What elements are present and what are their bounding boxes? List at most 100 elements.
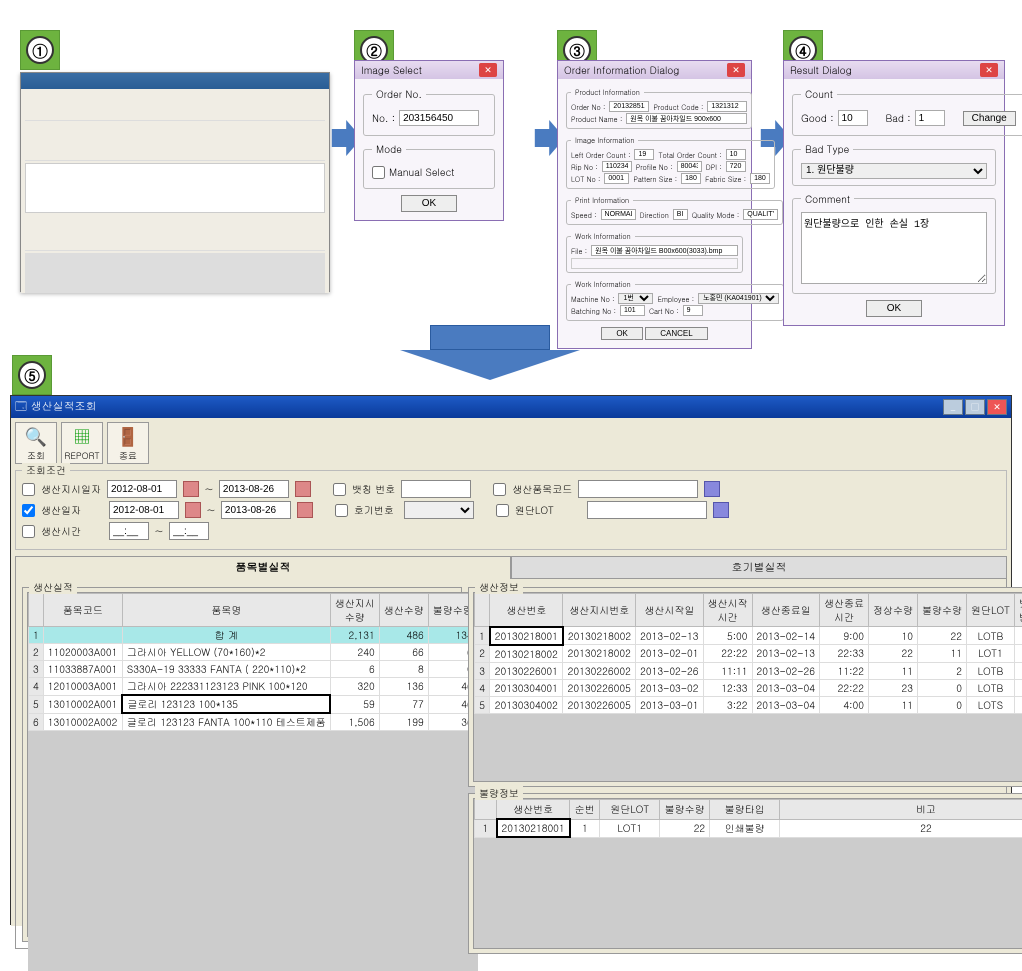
search-icon[interactable] <box>713 502 729 518</box>
grid-left[interactable]: 품목코드품목명생산지시수량생산수량불량수량1합 계2,1314861342110… <box>27 592 479 937</box>
i[interactable] <box>726 149 746 160</box>
order-no-legend: Order No. <box>372 87 426 101</box>
calendar-icon[interactable] <box>295 481 311 497</box>
i[interactable] <box>683 305 703 316</box>
l: 원단LOT <box>515 503 581 517</box>
item-code-input[interactable] <box>578 480 698 498</box>
panel-production-results: 생산실적 품목코드품목명생산지시수량생산수량불량수량1합 계2,13148613… <box>22 587 462 942</box>
bad-type-select[interactable]: 1. 원단불량 <box>801 163 987 179</box>
calendar-icon[interactable] <box>297 502 313 518</box>
image-info-legend: Image Information <box>571 135 638 145</box>
search-button[interactable]: 🔍조회 <box>15 422 57 464</box>
i[interactable] <box>743 209 778 220</box>
l: Batching No : <box>571 306 616 316</box>
bad-type-legend: Bad Type <box>801 142 853 156</box>
item-code-check[interactable] <box>493 483 506 496</box>
l: File : <box>571 246 587 256</box>
l: Left Order Count : <box>571 150 630 160</box>
grid-right1[interactable]: 생산번호생산지시번호생산시작일생산시작시간생산종료일생산종료시간정상수량불량수량… <box>473 592 1022 782</box>
close-button[interactable]: ✕ <box>987 399 1007 415</box>
order-no-input[interactable] <box>609 101 649 112</box>
panel-production-info: 생산정보 생산번호생산지시번호생산시작일생산시작시간생산종료일생산종료시간정상수… <box>468 587 1022 787</box>
comment-textarea[interactable]: 원단불량으로 인한 손실 1장 <box>801 212 987 284</box>
i[interactable] <box>604 173 629 184</box>
grid-right2[interactable]: 생산번호순번원단LOT불량수량불량타입비고1201302180011LOT122… <box>473 798 1022 949</box>
batch-no-input[interactable] <box>401 480 471 498</box>
l: 생산시간 <box>41 524 103 538</box>
good-label: Good : <box>801 111 834 125</box>
l: 생산지시일자 <box>41 482 101 496</box>
panel-defect-info: 불량정보 생산번호순번원단LOT불량수량불량타입비고1201302180011L… <box>468 793 1022 954</box>
ok-button[interactable]: OK <box>401 195 457 212</box>
i[interactable] <box>620 305 645 316</box>
prod-time-check[interactable] <box>22 525 35 538</box>
close-icon[interactable]: ✕ <box>980 63 998 77</box>
minimize-button[interactable]: _ <box>943 399 963 415</box>
manual-select-label: Manual Select <box>389 165 454 179</box>
machine-no-select[interactable] <box>404 501 474 519</box>
bad-label: Bad : <box>886 111 911 125</box>
change-button[interactable]: Change <box>963 111 1016 126</box>
order-no-input[interactable] <box>399 110 479 126</box>
ok-button[interactable]: OK <box>601 327 643 340</box>
employee-select[interactable]: 노홍민 (KA041901) <box>698 293 779 304</box>
exit-icon: 🚪 <box>117 424 139 449</box>
arrow-down <box>430 325 580 380</box>
product-name-input[interactable] <box>626 113 747 124</box>
date-input[interactable] <box>107 480 177 498</box>
l: Product Code : <box>653 102 703 112</box>
time-input[interactable] <box>109 522 149 540</box>
work-info-legend: Work Information <box>571 279 635 289</box>
tabs: 품목별실적 호기별실적 <box>15 556 1007 579</box>
l: Quality Mode : <box>692 210 739 220</box>
dialog-title: Result Dialog <box>790 63 852 77</box>
i[interactable] <box>726 161 746 172</box>
count-legend: Count <box>801 87 837 101</box>
l: Cart No : <box>649 306 679 316</box>
bad-input[interactable] <box>915 110 945 126</box>
l: 호기번호 <box>354 503 398 517</box>
maximize-button[interactable]: □ <box>965 399 985 415</box>
product-code-input[interactable] <box>707 101 747 112</box>
calendar-icon[interactable] <box>185 502 201 518</box>
close-icon[interactable]: ✕ <box>479 63 497 77</box>
fabric-lot-input[interactable] <box>587 501 707 519</box>
l: Rip No : <box>571 162 598 172</box>
search-icon[interactable] <box>704 481 720 497</box>
cancel-button[interactable]: CANCEL <box>645 327 707 340</box>
tab-by-machine[interactable]: 호기별실적 <box>511 556 1007 579</box>
dialog-order-info: Order Information Dialog✕ Product Inform… <box>557 60 752 349</box>
file-info-legend: Work Information <box>571 231 635 241</box>
date-input[interactable] <box>109 501 179 519</box>
time-input[interactable] <box>169 522 209 540</box>
machine-no-check[interactable] <box>335 504 348 517</box>
report-button[interactable]: ▦REPORT <box>61 422 103 464</box>
tab-by-item[interactable]: 품목별실적 <box>15 556 511 579</box>
batch-no-check[interactable] <box>333 483 346 496</box>
i[interactable] <box>677 161 702 172</box>
fabric-lot-check[interactable] <box>496 504 509 517</box>
ok-button[interactable]: OK <box>866 300 922 317</box>
search-conditions: 조회조건 생산지시일자 ~ 뱃칭 번호 생산품목코드 생산일자 ~ 호기번호 원… <box>15 470 1007 550</box>
close-app-button[interactable]: 🚪종료 <box>107 422 149 464</box>
i[interactable] <box>750 173 770 184</box>
prod-inst-date-check[interactable] <box>22 483 35 496</box>
machine-select[interactable]: 1번 <box>618 293 653 304</box>
i[interactable] <box>634 149 654 160</box>
good-input[interactable] <box>838 110 868 126</box>
manual-select-checkbox[interactable] <box>372 166 385 179</box>
date-input[interactable] <box>221 501 291 519</box>
i[interactable] <box>673 209 688 220</box>
i[interactable] <box>601 209 636 220</box>
i[interactable] <box>681 173 701 184</box>
dialog-title: Order Information Dialog <box>564 63 679 77</box>
prod-date-check[interactable] <box>22 504 35 517</box>
date-input[interactable] <box>219 480 289 498</box>
tilde: ~ <box>155 524 163 538</box>
close-icon[interactable]: ✕ <box>727 63 745 77</box>
mode-legend: Mode <box>372 142 406 156</box>
i[interactable] <box>602 161 632 172</box>
calendar-icon[interactable] <box>183 481 199 497</box>
l: Order No : <box>571 102 605 112</box>
file-input[interactable] <box>591 245 738 256</box>
